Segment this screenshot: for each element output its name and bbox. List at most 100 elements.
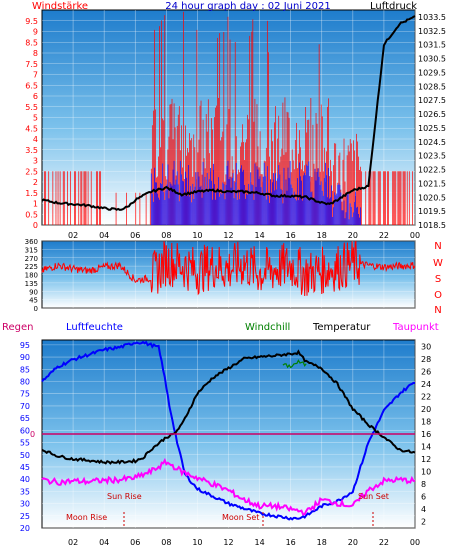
- windchill-line: [282, 359, 307, 369]
- x-tick-label: 12: [223, 231, 233, 240]
- direction-tick-label: 225: [25, 263, 38, 271]
- temperature-tick-label: 14: [421, 443, 431, 452]
- panel2-plot: [41, 240, 416, 297]
- humidity-line: [41, 340, 416, 521]
- wind-tick-label: 2: [33, 178, 38, 187]
- direction-tick-label: 90: [29, 288, 38, 296]
- temperature-tick-label: 4: [421, 505, 426, 514]
- temperature-tick-label: 8: [421, 480, 426, 489]
- wind-tick-label: 9.5: [25, 17, 38, 26]
- wind-tick-label: 4: [33, 135, 38, 144]
- compass-label-n-top: N: [434, 241, 441, 252]
- wind-tick-label: 6.5: [25, 81, 38, 90]
- panel1-plot: [41, 11, 416, 225]
- temperature-tick-label: 28: [421, 355, 431, 364]
- temperature-tick-label: 12: [421, 455, 431, 464]
- humidity-tick-label: 40: [20, 475, 30, 484]
- dewpoint-line: [41, 457, 416, 516]
- pressure-tick-label: 1018.5: [418, 221, 446, 230]
- pressure-tick-label: 1023.5: [418, 152, 446, 161]
- temperature-tick-label: 24: [421, 380, 431, 389]
- x-tick-label: 06: [130, 538, 140, 547]
- legend-windchill: Windchill: [245, 322, 290, 333]
- sun-rise-label: Sun Rise: [107, 492, 142, 501]
- temperature-tick-label: 18: [421, 417, 431, 426]
- wind-tick-label: 4.5: [25, 124, 38, 133]
- humidity-tick-label: 55: [20, 439, 30, 448]
- pressure-tick-label: 1021.5: [418, 179, 446, 188]
- pressure-axis-title: Luftdruck: [370, 1, 417, 12]
- x-tick-label: 06: [130, 231, 140, 240]
- wind-axis-title: Windstärke: [32, 1, 88, 12]
- panel3-grid: 2025303540455055606570758085909524681012…: [20, 340, 431, 547]
- direction-tick-label: 315: [25, 246, 38, 254]
- direction-tick-label: 45: [29, 297, 38, 305]
- humidity-tick-label: 45: [20, 463, 30, 472]
- temperature-tick-label: 16: [421, 430, 431, 439]
- compass-label-o: O: [434, 290, 442, 301]
- x-tick-label: 22: [379, 538, 389, 547]
- wind-tick-label: 0: [33, 221, 38, 230]
- temperature-tick-label: 10: [421, 468, 431, 477]
- pressure-tick-label: 1032.5: [418, 27, 446, 36]
- direction-tick-label: 135: [25, 280, 38, 288]
- humidity-tick-label: 20: [20, 524, 30, 533]
- humidity-tick-label: 85: [20, 365, 30, 374]
- humidity-tick-label: 75: [20, 390, 30, 399]
- x-tick-label: 04: [99, 538, 109, 547]
- pressure-tick-label: 1027.5: [418, 96, 446, 105]
- x-tick-label: 16: [286, 538, 296, 547]
- wind-tick-label: 1: [33, 200, 38, 209]
- x-tick-label: 10: [192, 538, 202, 547]
- x-tick-label: 20: [348, 231, 358, 240]
- direction-tick-label: 270: [25, 255, 38, 263]
- temperature-tick-label: 26: [421, 367, 431, 376]
- x-tick-label: 14: [254, 538, 264, 547]
- panel3-plot: [41, 340, 416, 521]
- wind-tick-label: 3: [33, 157, 38, 166]
- wind-tick-label: 1.5: [25, 189, 38, 198]
- x-tick-label: 22: [379, 231, 389, 240]
- wind-tick-label: 5: [33, 114, 38, 123]
- panel1-grid: 0 0.51 1.5 2 2.53 3.5 4 4.55 5.5 6 6.57 7.5 8 8.59 9.5…: [25, 10, 446, 240]
- pressure-line: [41, 15, 416, 211]
- wind-tick-label: 3.5: [25, 146, 38, 155]
- x-tick-label: 08: [161, 231, 171, 240]
- x-tick-label: 18: [317, 538, 327, 547]
- wind-tick-label: 7: [33, 71, 38, 80]
- x-tick-label: 16: [286, 231, 296, 240]
- temperature-line: [41, 349, 416, 465]
- compass-label-s: S: [435, 274, 441, 285]
- humidity-tick-label: 90: [20, 353, 30, 362]
- x-tick-label: 18: [317, 231, 327, 240]
- temperature-tick-label: 22: [421, 392, 431, 401]
- humidity-tick-label: 25: [20, 512, 30, 521]
- direction-tick-label: 360: [25, 238, 38, 246]
- x-tick-label: 00: [410, 538, 420, 547]
- wind-tick-label: 0.5: [25, 210, 38, 219]
- x-tick-label: 14: [254, 231, 264, 240]
- pressure-tick-label: 1024.5: [418, 138, 446, 147]
- chart-title: 24 hour graph day : 02 Juni 2021: [165, 1, 331, 12]
- pressure-tick-label: 1030.5: [418, 55, 446, 64]
- legend-taupunkt: Taupunkt: [392, 322, 439, 333]
- direction-tick-label: 0: [34, 305, 38, 313]
- temperature-tick-label: 2: [421, 518, 426, 527]
- legend-luftfeuchte: Luftfeuchte: [66, 322, 123, 333]
- temperature-tick-label: 6: [421, 493, 426, 502]
- pressure-tick-label: 1022.5: [418, 166, 446, 175]
- humidity-tick-label: 30: [20, 500, 30, 509]
- humidity-tick-label: 35: [20, 487, 30, 496]
- humidity-tick-label: 65: [20, 414, 30, 423]
- compass-label-w: W: [433, 258, 443, 269]
- pressure-tick-label: 1026.5: [418, 110, 446, 119]
- wind-tick-label: 9: [33, 28, 38, 37]
- pressure-tick-label: 1033.5: [418, 13, 446, 22]
- pressure-tick-label: 1020.5: [418, 193, 446, 202]
- temperature-tick-label: 30: [421, 342, 431, 351]
- wind-tick-label: 5.5: [25, 103, 38, 112]
- wind-tick-label: 8: [33, 49, 38, 58]
- pressure-tick-label: 1025.5: [418, 124, 446, 133]
- wind-tick-label: 7.5: [25, 60, 38, 69]
